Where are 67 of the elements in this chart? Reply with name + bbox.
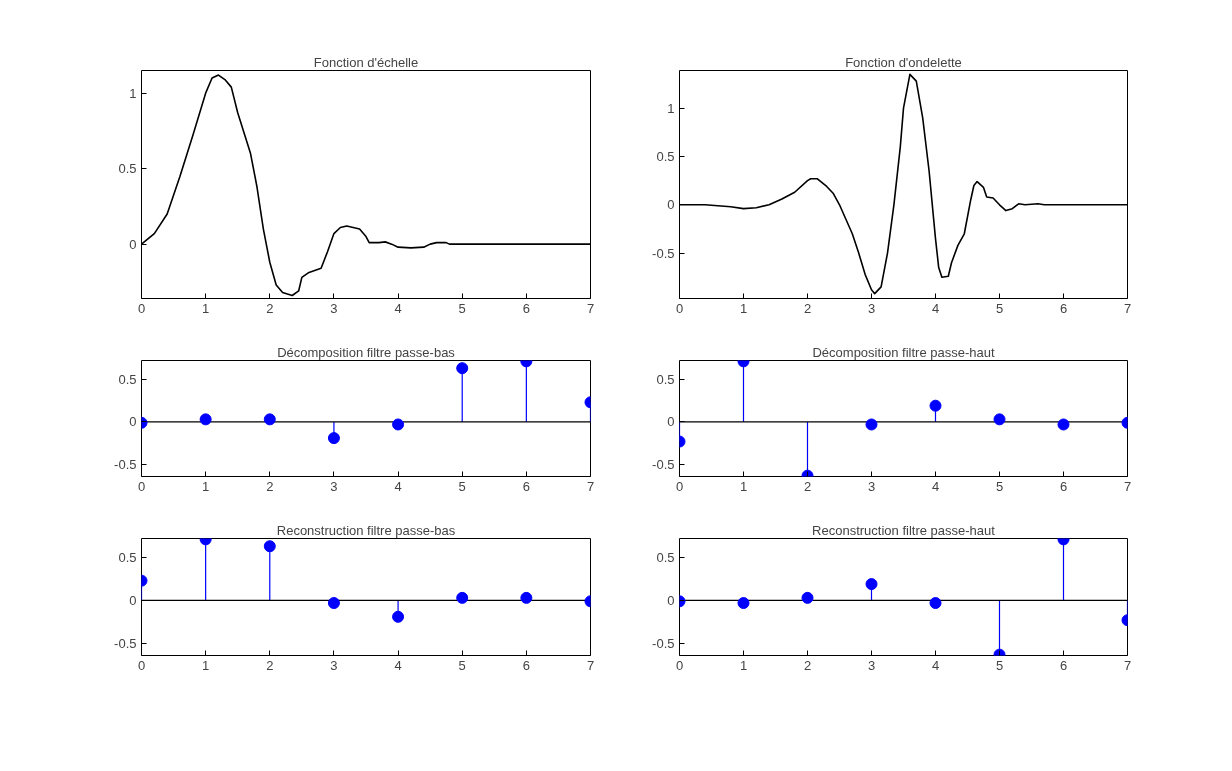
x-tick-label: 4 — [394, 300, 402, 316]
y-tick-label: -0.5 — [652, 457, 675, 473]
y-tick-label: 0 — [667, 197, 675, 213]
x-tick-label: 1 — [202, 300, 210, 316]
y-tick-label: 0.5 — [118, 549, 137, 565]
x-tick-label: 5 — [458, 657, 466, 673]
x-tick-label: 6 — [1059, 478, 1068, 494]
chart-title: Fonction d'ondelette — [845, 54, 962, 70]
x-tick-label: 4 — [931, 300, 940, 316]
x-tick-label: 5 — [995, 478, 1004, 494]
x-tick-label: 4 — [394, 657, 402, 673]
y-tick-label: 0.5 — [118, 161, 137, 177]
y-tick-label: 0.5 — [656, 148, 675, 164]
y-tick-label: 0.5 — [656, 371, 675, 387]
x-tick-label: 3 — [330, 657, 338, 673]
x-tick-label: 3 — [867, 478, 876, 494]
y-tick-label: 0 — [667, 414, 675, 430]
x-tick-label: 5 — [458, 478, 466, 494]
x-tick-label: 6 — [522, 657, 530, 673]
y-tick-label: 0.5 — [118, 371, 137, 387]
x-tick-label: 3 — [867, 657, 876, 673]
x-tick-label: 1 — [202, 657, 210, 673]
chart-title: Reconstruction filtre passe-haut — [812, 522, 996, 538]
x-tick-label: 3 — [867, 300, 876, 316]
x-tick-label: 1 — [739, 300, 748, 316]
chart-title: Décomposition filtre passe-bas — [277, 344, 456, 360]
y-tick-label: 1 — [129, 85, 137, 101]
y-tick-label: 1 — [667, 100, 675, 116]
x-tick-label: 5 — [995, 300, 1004, 316]
x-tick-label: 7 — [586, 657, 595, 673]
chart-title: Fonction d'échelle — [313, 54, 419, 70]
x-tick-label: 2 — [266, 478, 274, 494]
y-tick-label: -0.5 — [652, 245, 675, 261]
x-tick-label: 1 — [202, 478, 210, 494]
y-tick-label: -0.5 — [652, 635, 675, 651]
x-tick-label: 6 — [1059, 300, 1068, 316]
x-tick-label: 4 — [931, 657, 940, 673]
y-tick-label: 0 — [129, 236, 137, 252]
x-tick-label: 2 — [803, 300, 812, 316]
x-tick-label: 7 — [586, 478, 595, 494]
y-tick-label: -0.5 — [114, 635, 137, 651]
x-tick-label: 1 — [739, 657, 748, 673]
y-tick-label: 0 — [667, 592, 675, 608]
x-tick-label: 2 — [803, 478, 812, 494]
x-tick-label: 3 — [330, 300, 338, 316]
x-tick-label: 7 — [1123, 300, 1132, 316]
x-tick-label: 6 — [522, 478, 530, 494]
chart-title: Reconstruction filtre passe-bas — [276, 522, 456, 538]
x-tick-label: 1 — [739, 478, 748, 494]
x-tick-label: 5 — [458, 300, 466, 316]
x-tick-label: 2 — [266, 300, 274, 316]
x-tick-label: 7 — [586, 300, 595, 316]
x-tick-label: 4 — [394, 478, 402, 494]
y-tick-label: -0.5 — [114, 457, 137, 473]
chart-title: Décomposition filtre passe-haut — [812, 344, 995, 360]
x-tick-label: 4 — [931, 478, 940, 494]
x-tick-label: 7 — [1123, 478, 1132, 494]
x-tick-label: 2 — [266, 657, 274, 673]
x-tick-label: 5 — [995, 657, 1004, 673]
y-tick-label: 0 — [129, 414, 137, 430]
x-tick-label: 6 — [522, 300, 530, 316]
x-tick-label: 6 — [1059, 657, 1068, 673]
x-tick-label: 3 — [330, 478, 338, 494]
x-tick-label: 2 — [803, 657, 812, 673]
x-tick-label: 7 — [1123, 657, 1132, 673]
y-tick-label: 0 — [129, 592, 137, 608]
y-tick-label: 0.5 — [656, 549, 675, 565]
